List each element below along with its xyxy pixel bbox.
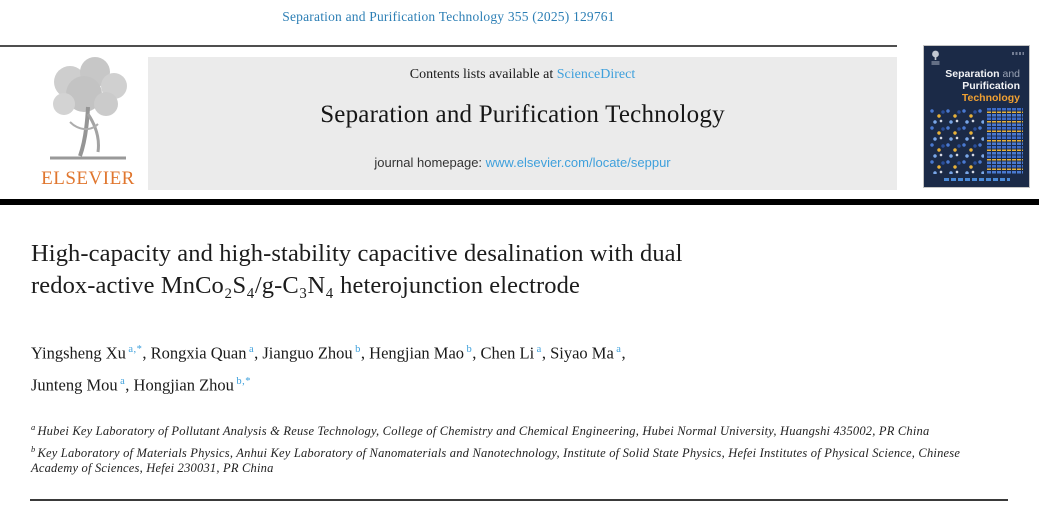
author-name: Jianguo Zhou bbox=[262, 343, 353, 363]
section-bottom-rule bbox=[30, 499, 1008, 501]
cover-elsevier-mini-logo bbox=[930, 50, 941, 71]
elsevier-tree-icon bbox=[30, 52, 146, 170]
cover-title-technology: Technology bbox=[961, 92, 1020, 104]
affiliation-list: a Hubei Key Laboratory of Pollutant Analy… bbox=[31, 420, 961, 479]
article-title: High-capacity and high-stability capacit… bbox=[31, 238, 931, 302]
cover-art-dots bbox=[929, 108, 984, 174]
journal-title: Separation and Purification Technology bbox=[320, 101, 725, 128]
elsevier-logo[interactable]: ELSEVIER bbox=[30, 52, 146, 198]
cover-caption-text bbox=[943, 178, 1010, 181]
journal-cover-thumbnail[interactable]: Separation and Purification Technology bbox=[923, 45, 1030, 188]
author-name: Rongxia Quan bbox=[150, 343, 247, 363]
cover-title: Separation and Purification Technology bbox=[945, 68, 1020, 104]
contents-line: Contents lists available at ScienceDirec… bbox=[148, 67, 897, 83]
journal-ref-link[interactable]: Separation and Purification Technology 3… bbox=[282, 9, 615, 24]
article-title-line1: High-capacity and high-stability capacit… bbox=[31, 240, 683, 267]
affiliation-a-sup: a bbox=[31, 422, 36, 432]
header-top-rule bbox=[0, 45, 897, 47]
elsevier-wordmark: ELSEVIER bbox=[41, 168, 135, 189]
author-name: Chen Li bbox=[480, 343, 535, 363]
cover-title-separation: Separation bbox=[945, 68, 1000, 80]
affiliation-b-sup: b bbox=[31, 443, 36, 454]
cover-issn-text bbox=[1012, 52, 1024, 55]
author-affiliation-sup: b,* bbox=[236, 375, 252, 387]
header-divider-thick-rule bbox=[0, 199, 1039, 205]
author-name: Yingsheng Xu bbox=[31, 343, 126, 363]
homepage-link[interactable]: www.elsevier.com/locate/seppur bbox=[485, 155, 671, 170]
affiliation-a-text: Hubei Key Laboratory of Pollutant Analys… bbox=[37, 424, 930, 439]
author-name: Hongjian Zhou bbox=[133, 375, 234, 394]
author-name: Siyao Ma bbox=[550, 343, 614, 363]
article-title-line2: redox-active MnCo₂S₄/g-C₃N₄ heterojuncti… bbox=[31, 272, 580, 299]
contents-prefix: Contents lists available at bbox=[409, 67, 557, 82]
author-affiliation-sup: a bbox=[536, 344, 542, 355]
author-affiliation-sup: a,* bbox=[128, 344, 143, 355]
author-name: Hengjian Mao bbox=[369, 343, 465, 363]
sciencedirect-link[interactable]: ScienceDirect bbox=[556, 67, 636, 82]
author-affiliation-sup: b bbox=[466, 344, 473, 355]
author-affiliation-sup: a bbox=[120, 375, 126, 387]
author-list: Yingsheng Xu a,*, Rongxia Quan a, Jianguo … bbox=[31, 343, 626, 395]
cover-title-and: and bbox=[999, 68, 1020, 80]
journal-header-band: Contents lists available at ScienceDirec… bbox=[148, 57, 897, 190]
cover-title-purification: Purification bbox=[962, 80, 1020, 92]
author-affiliation-sup: a bbox=[248, 344, 255, 355]
cover-art-bars bbox=[987, 108, 1023, 174]
affiliation-a: a Hubei Key Laboratory of Pollutant Analy… bbox=[31, 420, 961, 440]
homepage-prefix: journal homepage: bbox=[374, 155, 486, 170]
author-name: Junteng Mou bbox=[31, 375, 118, 394]
homepage-line: journal homepage: www.elsevier.com/locat… bbox=[148, 155, 897, 170]
author-affiliation-sup: b bbox=[355, 344, 361, 355]
author-affiliation-sup: a bbox=[616, 344, 622, 355]
affiliation-b-text: Key Laboratory of Materials Physics, Anh… bbox=[31, 445, 961, 476]
affiliation-b: b Key Laboratory of Materials Physics, An… bbox=[31, 442, 961, 477]
